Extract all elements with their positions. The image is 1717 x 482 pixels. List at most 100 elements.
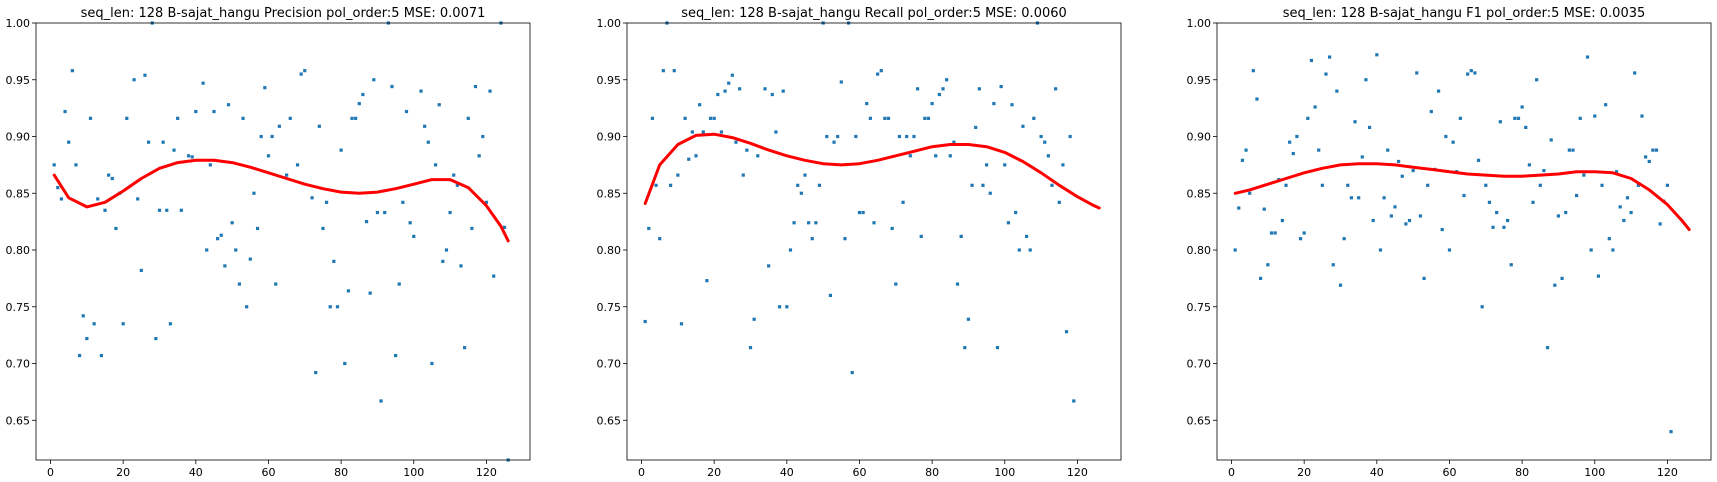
y-tick-label: 0.90 [1187,131,1212,144]
y-tick-label: 0.65 [1187,414,1212,427]
data-point [132,78,136,82]
data-point [277,124,281,128]
y-tick-label: 1.00 [1187,17,1212,30]
data-point [1349,196,1353,200]
x-tick-label: 80 [1515,466,1529,479]
y-tick-label: 0.85 [1187,187,1212,200]
data-point [190,155,194,159]
data-point [397,282,401,286]
data-point [854,134,858,139]
x-tick-label: 0 [638,466,645,479]
data-point [216,237,220,241]
data-point [792,221,796,225]
data-point [1050,183,1054,187]
data-point [1404,222,1408,226]
data-point [752,317,756,321]
data-point [727,81,731,85]
data-point [223,264,227,268]
data-point [99,353,103,358]
data-point [88,116,93,120]
data-point [1317,148,1321,152]
data-point [1309,58,1314,63]
data-point [179,208,183,212]
data-point [825,134,829,139]
data-point [945,78,949,82]
data-point [226,103,231,107]
data-point [1458,116,1462,120]
data-point [139,268,143,273]
data-point [263,86,267,90]
data-point [1466,72,1470,76]
data-point [299,72,303,76]
data-point [687,157,691,161]
data-point [745,148,749,152]
y-tick-label: 0.75 [1187,301,1212,314]
data-point [1553,283,1557,287]
data-point [59,197,64,201]
y-tick-label: 0.85 [597,187,622,200]
data-point [1364,78,1368,82]
data-point [488,89,492,93]
data-point [157,208,162,212]
data-point [1509,263,1513,267]
data-point [1560,276,1564,280]
x-tick-label: 20 [707,466,721,479]
data-point [1320,183,1324,187]
x-tick-label: 120 [1067,466,1088,479]
data-point [1407,218,1412,223]
data-point [321,226,325,231]
data-point [1502,225,1506,229]
data-point [168,322,172,326]
data-point [1039,134,1043,139]
data-point [1513,116,1517,120]
data-point [1556,214,1561,218]
data-point [934,154,938,158]
data-point [1440,227,1444,232]
data-point [463,346,467,350]
data-point [796,183,800,187]
fit-curve [52,158,510,243]
data-point [836,134,840,139]
data-point [441,259,445,263]
data-point [1658,222,1662,226]
fit-curve [1233,162,1691,232]
x-tick-label: 60 [261,466,275,479]
data-point [919,234,923,238]
data-point [1389,214,1393,218]
data-point [1495,210,1499,215]
data-point [274,282,278,286]
data-point [966,317,971,321]
data-point [208,163,212,167]
data-point [343,361,347,366]
data-point [1622,218,1626,223]
chart-title: seq_len: 128 B-sajat_hangu Precision pol… [81,6,486,21]
data-point [708,116,713,120]
data-point [868,116,872,120]
data-point [643,319,647,324]
data-point [810,237,814,241]
data-point [1476,158,1481,162]
data-point [1288,140,1292,144]
data-point [96,197,100,201]
data-point [748,346,753,350]
data-point [1633,71,1637,75]
data-point [63,109,67,114]
data-point [361,92,365,97]
data-point [324,200,329,204]
data-point [404,109,409,114]
data-point [161,140,165,144]
data-point [136,197,140,201]
data-point [1342,237,1346,241]
data-point [1280,218,1284,223]
data-point [364,220,369,224]
data-point [147,140,151,144]
data-point [1255,97,1259,101]
plot-frame [626,22,1122,461]
data-point [237,282,242,286]
data-point [1487,200,1492,204]
data-point [1266,263,1270,267]
data-point [915,87,920,91]
data-point [974,125,978,130]
data-point [1006,221,1010,225]
data-point [1625,196,1630,200]
